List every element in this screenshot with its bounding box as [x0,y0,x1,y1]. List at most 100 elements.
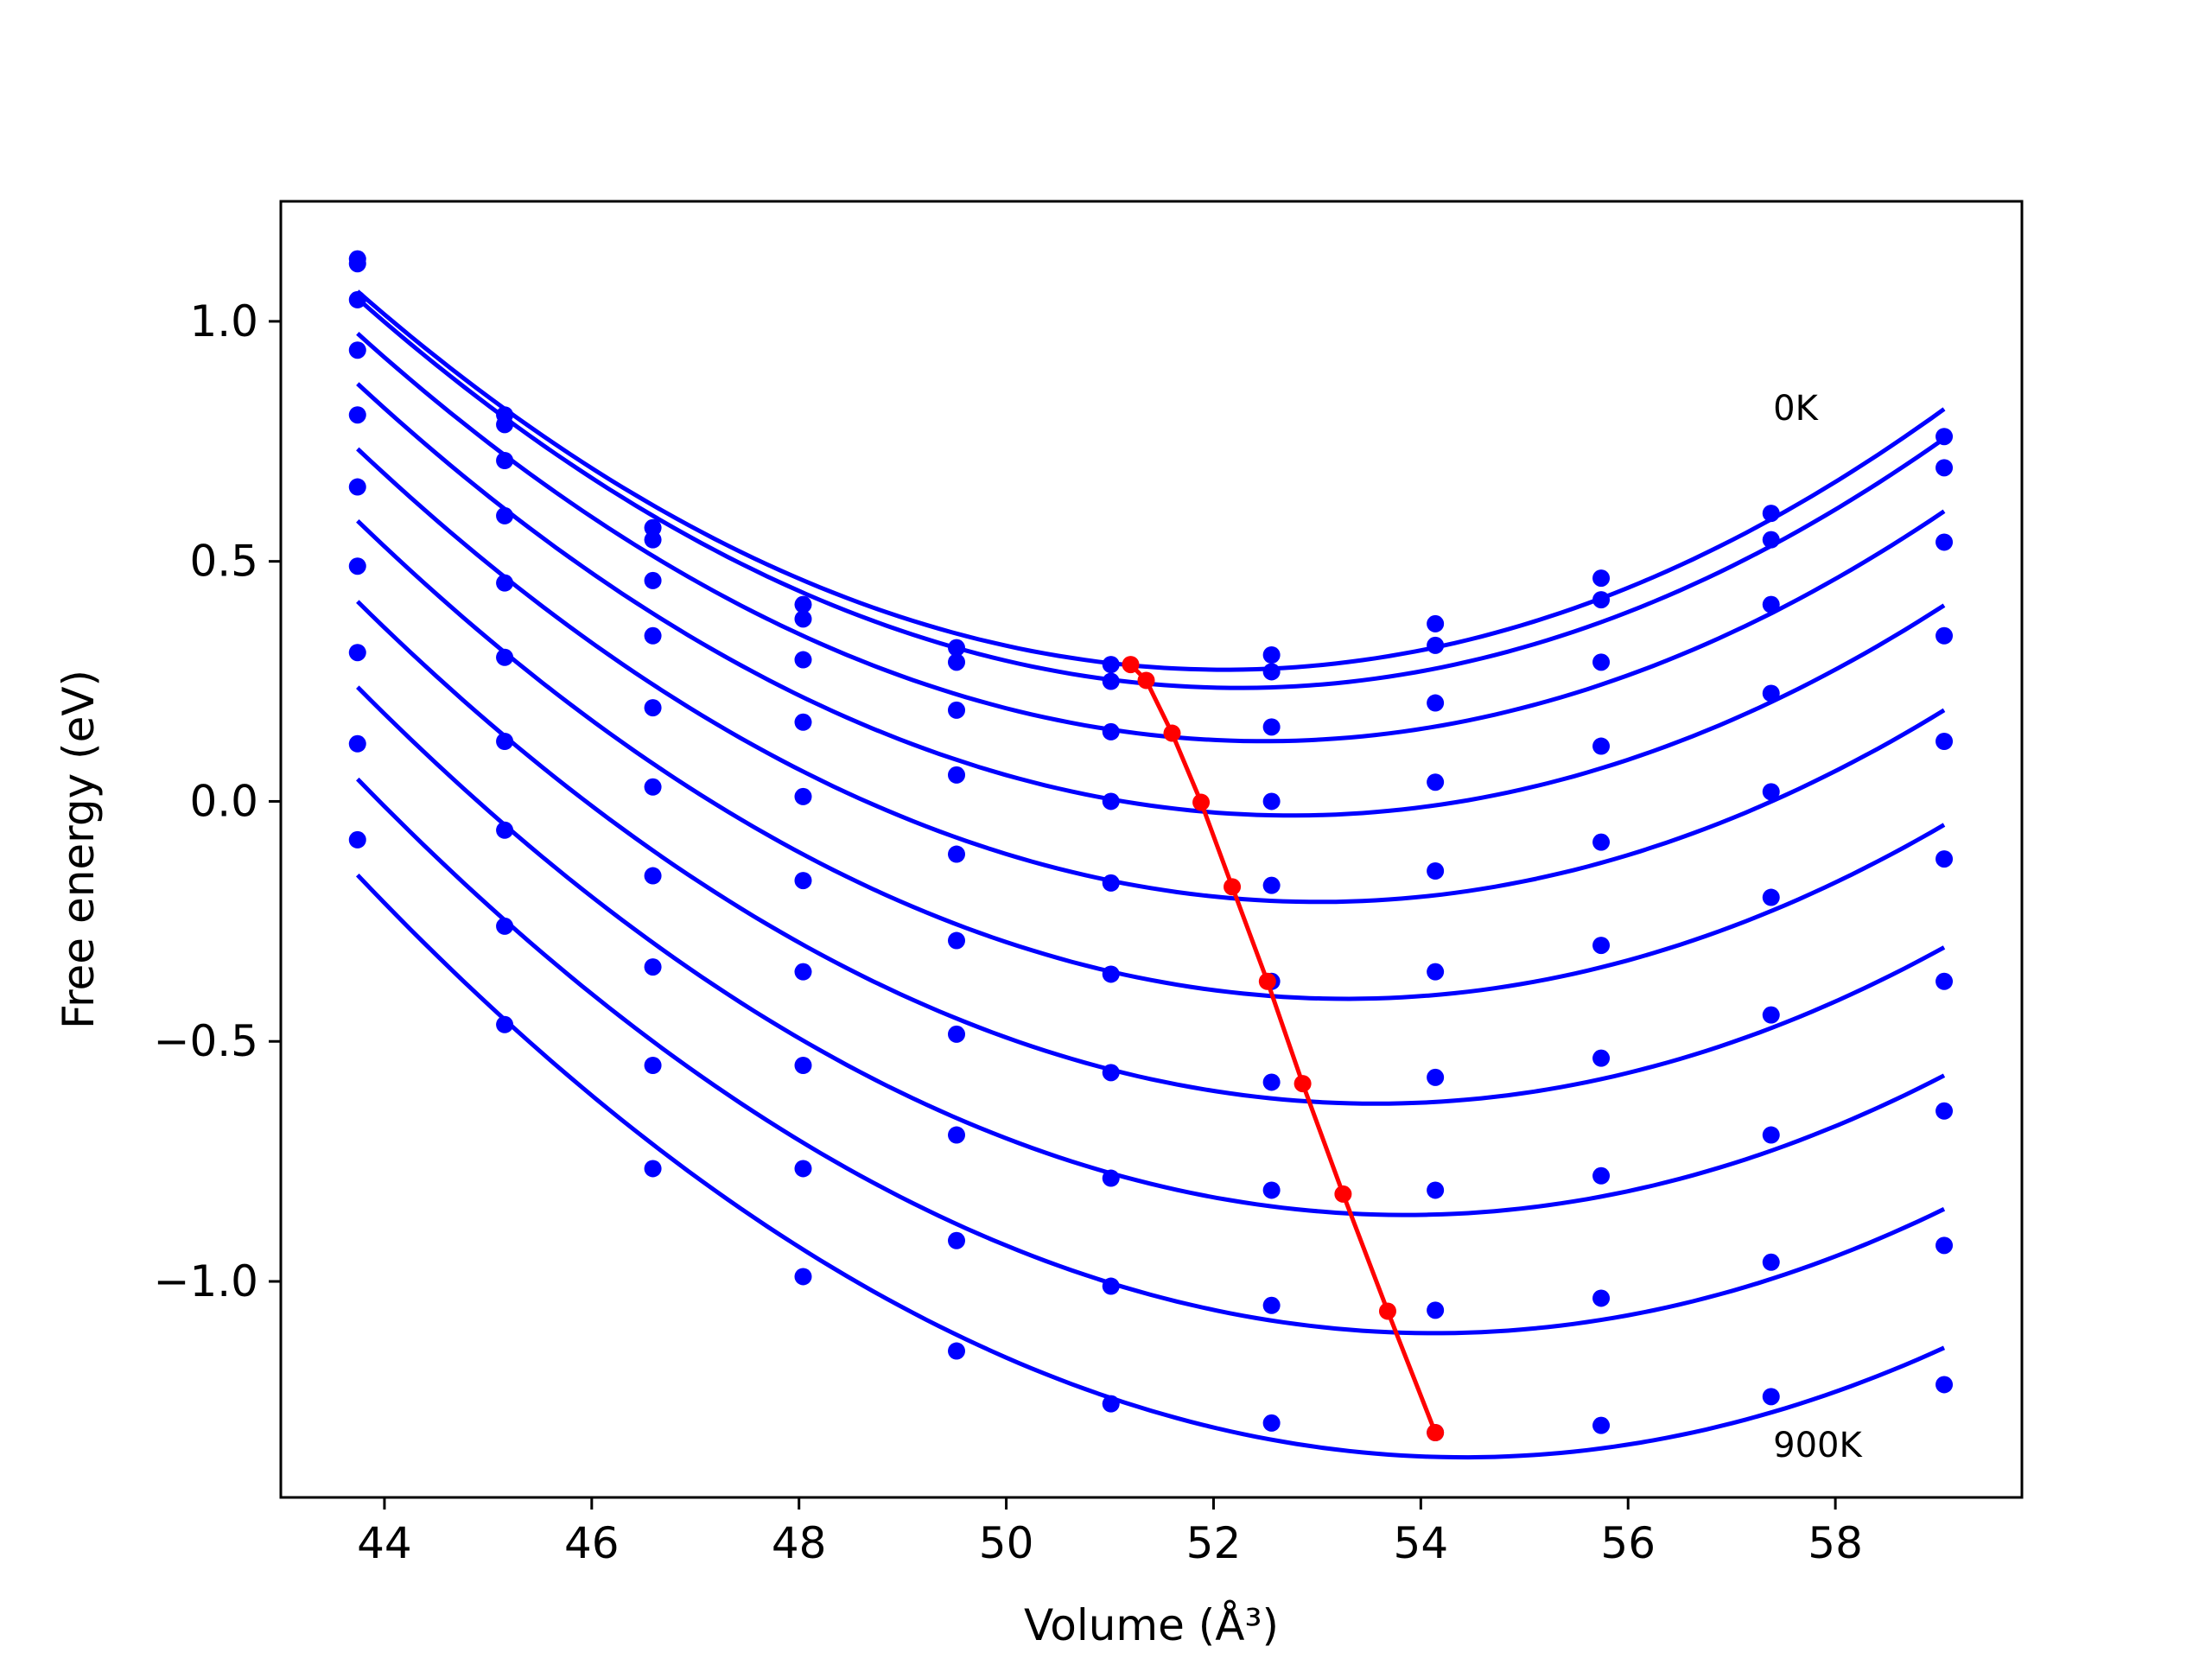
minimum-point [1427,1424,1445,1441]
data-point [1427,1301,1445,1319]
data-point [794,713,812,731]
data-point [948,1025,966,1043]
y-axis-ticks: 1.0 0.5 0.0 −0.5 −1.0 [154,296,281,1306]
data-point [1427,614,1445,632]
data-point [1262,1296,1281,1314]
fit-curve-2 [356,332,1946,744]
fit-curve-1 [356,296,1946,690]
data-point [348,478,366,496]
data-point [794,610,812,628]
data-point [496,821,514,839]
x-axis-ticks: 44 46 48 50 52 54 56 58 [357,1497,1863,1568]
y-tick-label: 0.0 [189,776,258,826]
data-point [1592,737,1611,755]
data-point [1427,963,1445,981]
data-point [496,416,514,434]
data-point [644,958,662,976]
data-point [1427,636,1445,654]
data-point [1936,1236,1954,1255]
data-point [496,917,514,935]
fitted-curves [355,289,1946,1460]
data-point [644,626,662,645]
data-point [1102,965,1120,983]
minima-line [1128,663,1438,1433]
data-point [948,1126,966,1144]
data-point [1936,1102,1954,1120]
annotation-0k: 0K [1773,389,1819,429]
data-point [1102,1169,1120,1187]
x-tick-label: 46 [564,1518,620,1568]
data-point [348,341,366,359]
data-point [1427,773,1445,791]
data-point [1262,1414,1281,1432]
y-axis-label: Free energy (eV) [54,670,104,1029]
data-point [1592,1416,1611,1434]
data-point [948,639,966,657]
data-point [948,701,966,719]
data-point [1592,833,1611,851]
fit-curve-7 [356,685,1946,1217]
data-point [794,872,812,890]
data-point [1102,722,1120,741]
data-point [496,648,514,666]
y-tick-label: 1.0 [189,296,258,346]
data-point [1592,653,1611,671]
fit-curve-9 [355,873,1946,1460]
fit-curve-5 [356,518,1946,1001]
data-point [348,290,366,308]
minimum-point [1137,671,1155,690]
fit-curve-8 [356,777,1946,1336]
minimum-point [1224,878,1242,896]
data-point [1427,694,1445,712]
data-point [1262,876,1281,894]
data-point [1762,1253,1780,1271]
data-point [1762,684,1780,702]
data-point [948,1231,966,1249]
data-point [1592,1166,1611,1185]
data-point [794,1057,812,1074]
data-point [1762,595,1780,613]
data-point [348,734,366,753]
data-point [644,778,662,796]
minimum-point [1258,972,1276,990]
data-point [1936,733,1954,750]
fit-curve-4 [356,447,1946,905]
data-point [644,1160,662,1178]
data-point [348,644,366,662]
data-point [1262,792,1281,810]
data-point [348,255,366,273]
data-point [1102,1277,1120,1295]
data-point [1762,505,1780,523]
data-point [1936,972,1954,990]
data-point [794,963,812,981]
data-point [1936,1376,1954,1394]
data-point [1592,591,1611,609]
data-point [348,557,366,575]
x-tick-label: 54 [1394,1518,1449,1568]
data-point [1592,937,1611,955]
x-tick-label: 56 [1600,1518,1656,1568]
data-point [1262,718,1281,736]
y-tick-label: −1.0 [154,1256,258,1306]
data-point [1262,1073,1281,1091]
data-point [1762,783,1780,801]
minimum-point [1122,656,1140,674]
data-point [1102,1064,1120,1082]
minimum-point [1378,1302,1396,1320]
data-point [644,867,662,885]
data-point [1936,533,1954,551]
data-point [644,571,662,589]
data-point [794,1160,812,1178]
data-point [496,574,514,592]
minima-trace [1122,656,1445,1441]
data-point [1427,862,1445,880]
data-point [1936,459,1954,477]
data-point [794,1268,812,1286]
minimum-point [1163,724,1181,742]
data-point [1427,1181,1445,1199]
y-tick-label: −0.5 [154,1016,258,1066]
data-point [1427,1068,1445,1086]
minimum-point [1192,793,1211,811]
data-point [794,787,812,805]
